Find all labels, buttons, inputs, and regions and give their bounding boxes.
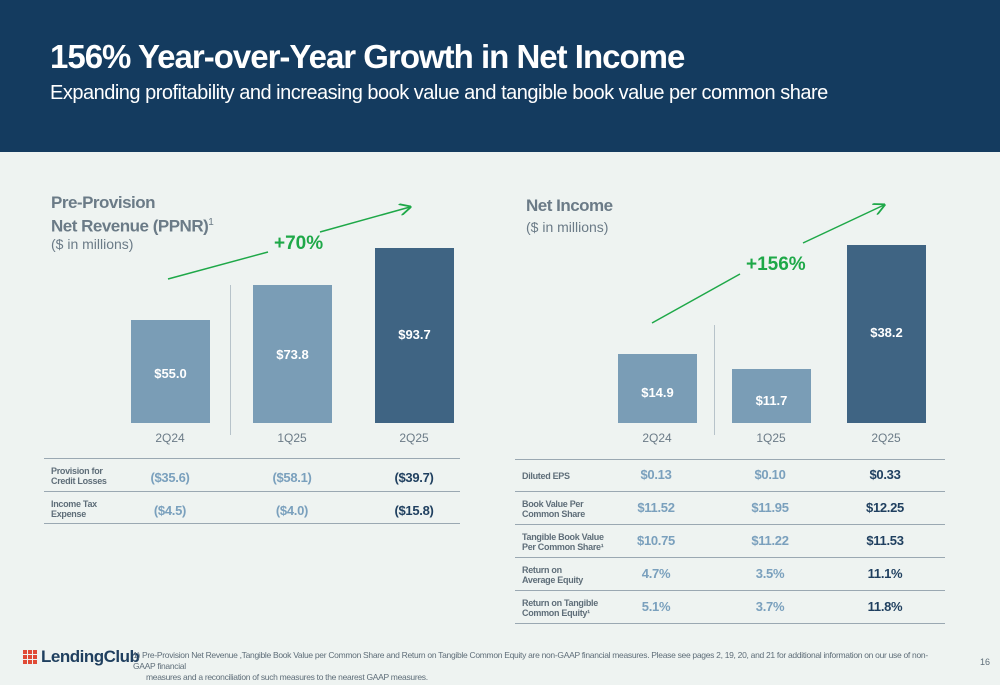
tangible-book-value-per-share-label-line2: Per Common Share¹ [522,542,604,552]
income-tax-value-2q24: ($4.5) [153,503,187,518]
net-income-category-2q24: 2Q24 [642,431,672,445]
net-income-chart-divider [714,325,715,435]
provision-value-2q24: ($35.6) [150,470,190,485]
metrics-table-rule [515,590,945,591]
ppnr-table-bottom-rule [44,523,460,524]
return-on-average-equity-label-line2: Average Equity [522,575,583,585]
ppnr-chart-divider [230,285,231,435]
net-income-title: Net Income [526,196,613,215]
net-income-bar-2q25 [847,245,926,423]
footnote-line2: measures and a reconciliation of such me… [146,672,428,682]
book-value-per-share-label-line1: Book Value Per [522,499,584,509]
page-subtitle: Expanding profitability and increasing b… [50,82,828,104]
book-value-per-share-value-1q25: $11.95 [751,500,789,515]
tangible-book-value-per-share-value-2q24: $10.75 [637,533,675,548]
ppnr-value-label-2q25: $93.7 [398,326,431,342]
footnote: 1) Pre-Provision Net Revenue ,Tangible B… [133,650,933,683]
ppnr-category-1q25: 1Q25 [277,431,307,445]
diluted-eps-label: Diluted EPS [522,471,570,481]
return-on-average-equity-value-2q24: 4.7% [641,566,671,581]
ppnr-bar-2q24 [131,320,210,423]
header-banner: 156% Year-over-Year Growth in Net Income… [0,0,1000,152]
tangible-book-value-per-share-value-2q25: $11.53 [866,533,904,548]
net-income-category-1q25: 1Q25 [756,431,786,445]
book-value-per-share-value-2q24: $11.52 [637,500,675,515]
provision-label-line1: Provision for [51,466,103,476]
tangible-book-value-per-share-label-line1: Tangible Book Value [522,532,604,542]
return-on-average-equity-value-1q25: 3.5% [755,566,785,581]
ppnr-growth-label: +70% [274,233,324,254]
metrics-table-bottom-rule [515,623,945,624]
diluted-eps-value-2q24: $0.13 [640,467,672,482]
return-on-tangible-common-equity-value-2q25: 11.8% [867,599,903,614]
net-income-category-2q25: 2Q25 [871,431,901,445]
logo-text: LendingClub [41,647,140,666]
net-income-unit: ($ in millions) [526,219,609,235]
diluted-eps-value-2q25: $0.33 [869,467,901,482]
provision-label-line2: Credit Losses [51,476,107,486]
provision-value-2q25: ($39.7) [394,470,434,485]
net-income-growth-label: +156% [746,254,806,275]
metrics-table-rule [515,524,945,525]
ppnr-title-line1: Pre-Provision [51,193,156,212]
income-tax-value-2q25: ($15.8) [394,503,434,518]
return-on-tangible-common-equity-value-2q24: 5.1% [641,599,671,614]
ppnr-bar-1q25 [253,285,332,423]
ppnr-title-line2: Net Revenue (PPNR)1 [51,213,214,237]
ppnr-value-label-1q25: $73.8 [276,347,309,363]
ppnr-category-2q24: 2Q24 [155,431,185,445]
return-on-average-equity-label: Return on Average Equity [522,565,583,585]
net-income-value-label-2q25: $38.2 [870,325,903,341]
ppnr-footnote-ref: 1 [208,217,214,228]
ppnr-table-row-rule [44,491,460,492]
return-on-average-equity-label-line1: Return on [522,565,562,575]
logo-mark-icon [23,650,37,664]
ppnr-value-label-2q24: $55.0 [154,366,187,382]
net-income-value-label-2q24: $14.9 [641,385,674,401]
income-tax-label-line2: Expense [51,509,86,519]
diluted-eps-value-1q25: $0.10 [754,467,786,482]
tangible-book-value-per-share-value-1q25: $11.22 [751,533,789,548]
net-income-value-label-1q25: $11.7 [755,393,788,409]
provision-value-1q25: ($58.1) [272,470,312,485]
ppnr-growth-arrow [167,207,410,280]
return-on-average-equity-value-2q25: 11.1% [867,566,903,581]
metrics-table-rule [515,459,945,460]
provision-label: Provision for Credit Losses [51,466,107,486]
metrics-table-rule [515,557,945,558]
ppnr-title-text: Net Revenue (PPNR) [51,216,209,236]
income-tax-label: Income Tax Expense [51,499,97,519]
net-income-bar-1q25 [732,369,811,423]
ppnr-title: Pre-Provision Net Revenue (PPNR)1 [51,193,214,237]
return-on-tangible-common-equity-value-1q25: 3.7% [755,599,785,614]
page-title: 156% Year-over-Year Growth in Net Income [50,38,685,75]
tangible-book-value-per-share-label: Tangible Book Value Per Common Share¹ [522,532,604,552]
metrics-table-rule [515,491,945,492]
net-income-bar-2q24 [618,354,697,423]
return-on-tangible-common-equity-label: Return on Tangible Common Equity¹ [522,598,598,618]
diluted-eps-label-line1: Diluted EPS [522,471,570,481]
footnote-line1: 1) Pre-Provision Net Revenue ,Tangible B… [133,650,928,671]
ppnr-category-2q25: 2Q25 [399,431,429,445]
ppnr-unit: ($ in millions) [51,236,134,252]
ppnr-table-top-rule [44,458,460,459]
book-value-per-share-label-line2: Common Share [522,509,585,519]
ppnr-bar-2q25 [375,248,454,423]
return-on-tangible-common-equity-label-line2: Common Equity¹ [522,608,590,618]
lendingclub-logo: LendingClub [23,647,140,667]
income-tax-label-line1: Income Tax [51,499,97,509]
income-tax-value-1q25: ($4.0) [275,503,309,518]
net-income-growth-arrow [651,205,884,324]
page-number: 16 [980,657,991,667]
book-value-per-share-value-2q25: $12.25 [866,500,904,515]
return-on-tangible-common-equity-label-line1: Return on Tangible [522,598,598,608]
book-value-per-share-label: Book Value Per Common Share [522,499,585,519]
